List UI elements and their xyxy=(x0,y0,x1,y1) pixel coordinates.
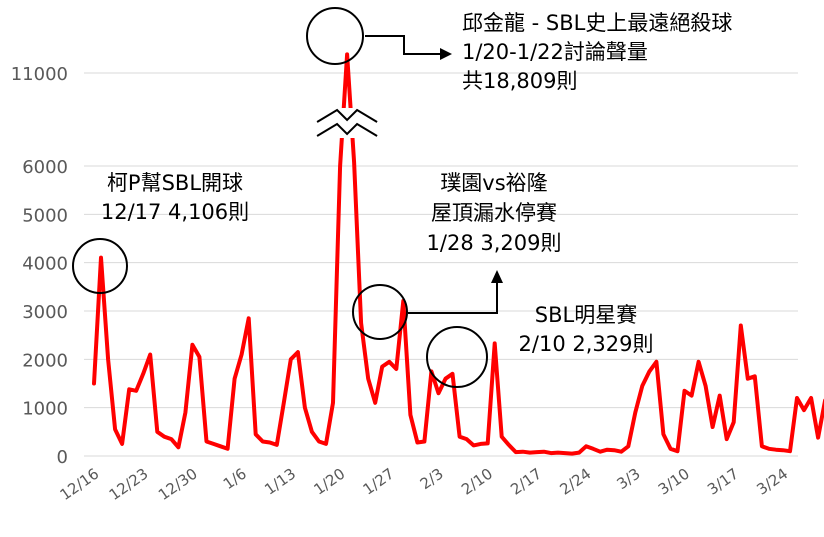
y-tick-label: 0 xyxy=(57,447,68,468)
x-tick-label: 1/6 xyxy=(220,465,250,494)
x-tick-label: 1/20 xyxy=(310,465,348,499)
annotation-text: 柯P幫SBL開球 xyxy=(107,171,243,195)
break-zigzag-top xyxy=(316,108,378,123)
y-tick-label: 11000 xyxy=(11,64,68,85)
y-axis-ticks: 0 1000 2000 3000 4000 5000 6000 11000 xyxy=(11,64,68,468)
x-tick-label: 12/23 xyxy=(106,465,152,505)
annotation-text: 璞園vs裕隆 xyxy=(440,171,547,195)
annotation-connector xyxy=(365,35,440,55)
x-tick-label: 2/10 xyxy=(458,465,496,499)
x-tick-label: 3/24 xyxy=(753,465,791,499)
annotation-text: 1/28 3,209則 xyxy=(427,231,562,255)
annotation-text: 12/17 4,106則 xyxy=(101,200,249,224)
y-tick-label: 5000 xyxy=(22,205,68,226)
y-tick-label: 2000 xyxy=(22,350,68,371)
y-tick-label: 1000 xyxy=(22,399,68,420)
y-tick-label: 6000 xyxy=(22,157,68,178)
gridlines xyxy=(84,72,798,457)
annotation-text: SBL明星賽 xyxy=(535,303,637,327)
axis-break-marker xyxy=(309,108,386,138)
x-tick-label: 1/27 xyxy=(360,465,398,499)
annotation-text: 2/10 2,329則 xyxy=(519,332,654,356)
x-axis-ticks: 12/16 12/23 12/30 1/6 1/13 1/20 1/27 2/3 2/10 2/1… xyxy=(57,465,792,505)
annotation-circle xyxy=(426,326,488,388)
arrowhead xyxy=(491,270,503,283)
annotation-circle xyxy=(352,284,408,340)
arrowhead xyxy=(440,48,452,60)
x-tick-label: 12/30 xyxy=(155,465,201,505)
x-tick-label: 3/17 xyxy=(704,465,742,499)
series-line xyxy=(92,52,824,456)
series-layer xyxy=(92,52,824,456)
annotation-circle xyxy=(306,7,364,65)
annotation-text: 共18,809則 xyxy=(462,69,577,93)
x-tick-label: 2/24 xyxy=(556,465,594,499)
y-tick-label: 3000 xyxy=(22,302,68,323)
x-tick-label: 2/17 xyxy=(507,465,545,499)
break-zigzag-bottom xyxy=(316,122,378,137)
annotation-circle xyxy=(72,238,128,294)
x-tick-label: 12/16 xyxy=(57,465,103,505)
x-tick-label: 2/3 xyxy=(417,465,447,494)
annotation-connector xyxy=(408,282,498,314)
annotation-text: 屋頂漏水停賽 xyxy=(431,201,557,225)
x-tick-label: 1/13 xyxy=(261,465,299,499)
annotations: 柯P幫SBL開球 12/17 4,106則 邱金龍 - SBL史上最遠絕殺球 1/20… xyxy=(72,7,732,388)
y-tick-label: 4000 xyxy=(22,254,68,275)
annotation-text: 邱金龍 - SBL史上最遠絕殺球 xyxy=(462,11,732,35)
x-tick-label: 3/10 xyxy=(655,465,693,499)
annotation-text: 1/20-1/22討論聲量 xyxy=(462,40,648,64)
x-tick-label: 3/3 xyxy=(614,465,644,494)
